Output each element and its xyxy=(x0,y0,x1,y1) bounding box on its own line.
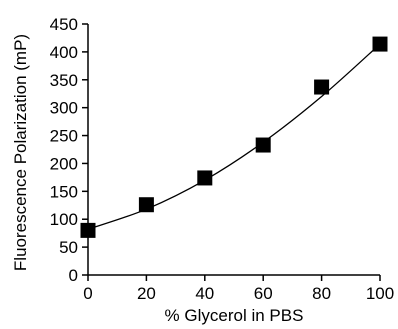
x-tick-label: 20 xyxy=(137,284,156,303)
x-tick-label: 80 xyxy=(312,284,331,303)
y-tick-label: 350 xyxy=(50,71,78,90)
data-point xyxy=(372,36,388,52)
fit-curve-line xyxy=(87,43,381,230)
x-axis-ticks: 0 20 40 60 80 100 xyxy=(83,275,394,303)
y-tick-label: 200 xyxy=(50,154,78,173)
data-points xyxy=(80,36,388,238)
x-tick-label: 100 xyxy=(366,284,394,303)
data-point xyxy=(314,79,330,95)
x-tick-label: 40 xyxy=(195,284,214,303)
x-axis-title: % Glycerol in PBS xyxy=(165,306,304,325)
y-tick-label: 0 xyxy=(69,266,78,285)
y-tick-label: 50 xyxy=(59,238,78,257)
y-tick-label: 400 xyxy=(50,43,78,62)
x-tick-label: 0 xyxy=(83,284,92,303)
data-point xyxy=(138,197,154,213)
y-tick-label: 250 xyxy=(50,127,78,146)
y-axis-title: Fluorescence Polarization (mP) xyxy=(11,34,30,271)
y-tick-label: 450 xyxy=(50,15,78,34)
data-point xyxy=(197,170,213,186)
plot-area: 0 20 40 60 80 100 0 50 100 150 200 250 300 350 400 450 xyxy=(50,15,395,303)
data-point xyxy=(255,137,271,153)
y-axis-ticks: 0 50 100 150 200 250 300 350 400 450 xyxy=(50,15,88,285)
y-tick-label: 300 xyxy=(50,99,78,118)
y-tick-label: 150 xyxy=(50,182,78,201)
y-tick-label: 100 xyxy=(50,210,78,229)
data-point xyxy=(80,222,96,238)
x-tick-label: 60 xyxy=(254,284,273,303)
